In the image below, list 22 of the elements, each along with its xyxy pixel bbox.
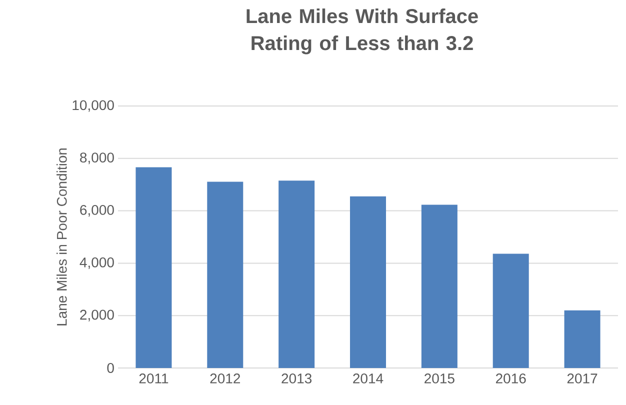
y-tick-label: 0 [107, 363, 114, 373]
bar [278, 180, 315, 368]
x-tick-label: 2011 [139, 374, 168, 384]
y-axis-title: Lane Miles in Poor Condition [56, 148, 67, 326]
y-tick-label: 6,000 [80, 205, 114, 217]
bar [421, 204, 458, 368]
chart-title: Lane Miles With Surface Rating of Less than 3.2 [246, 8, 478, 54]
y-tick-label: 8,000 [80, 152, 114, 164]
bar [564, 310, 600, 368]
y-tick-label: 4,000 [80, 257, 114, 269]
bar [350, 196, 386, 368]
bar [207, 182, 244, 368]
y-tick-label: 10,000 [72, 100, 114, 112]
x-tick-label: 2017 [567, 374, 598, 384]
x-tick-label: 2015 [424, 374, 454, 384]
bar [136, 167, 172, 368]
bar [492, 254, 529, 368]
x-tick-label: 2014 [353, 374, 384, 384]
x-tick-label: 2013 [282, 374, 312, 384]
y-tick-label: 2,000 [80, 310, 114, 322]
x-tick-label: 2012 [210, 374, 240, 384]
x-tick-label: 2016 [496, 374, 526, 384]
